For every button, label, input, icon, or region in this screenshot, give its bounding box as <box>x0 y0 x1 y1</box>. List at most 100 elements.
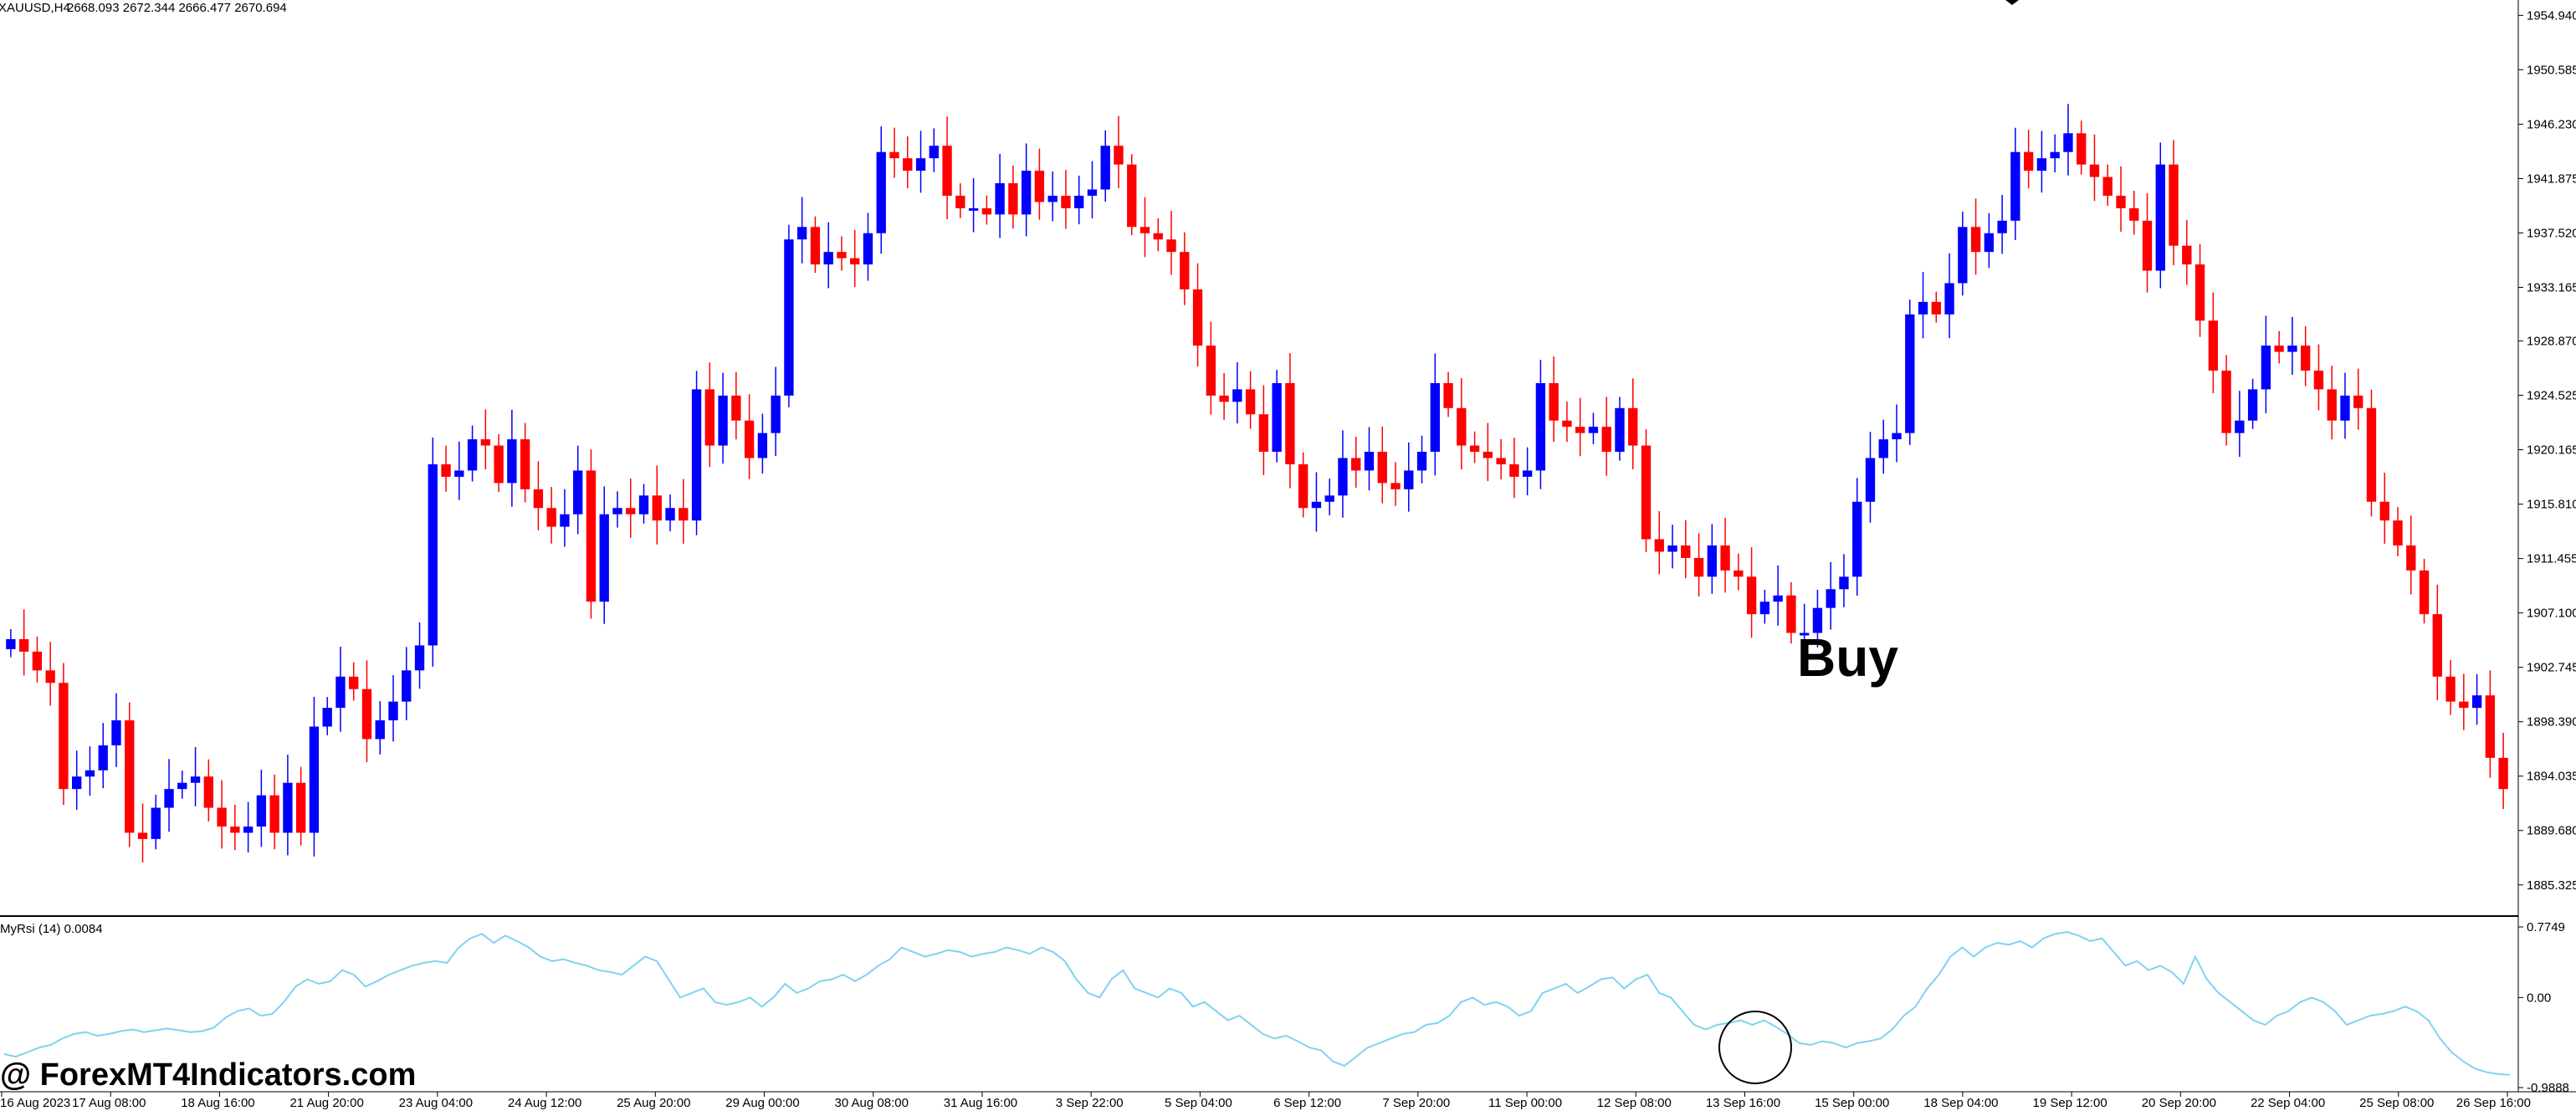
candle-body <box>2471 695 2482 709</box>
candle-body <box>1826 589 1836 608</box>
candle <box>1192 263 1203 367</box>
candle-body <box>1997 220 2007 233</box>
candle <box>1008 165 1018 229</box>
candle <box>1206 321 1216 415</box>
candle-body <box>32 651 43 671</box>
time-tick-label: 11 Sep 00:00 <box>1488 1096 1562 1110</box>
candle <box>1984 212 1995 269</box>
candle <box>586 449 597 619</box>
candle <box>704 362 715 468</box>
candle <box>1707 524 1718 594</box>
candle <box>1522 447 1533 496</box>
price-tick-label: 1907.100 <box>2527 607 2576 621</box>
candle <box>1469 431 1480 463</box>
candle-body <box>85 770 95 777</box>
candle-body <box>402 670 412 702</box>
candle <box>2313 344 2324 411</box>
indicator-tick-label: 0.00 <box>2527 991 2551 1005</box>
candle-body <box>1535 382 1546 471</box>
candle <box>2089 134 2100 202</box>
price-tick-label: 1915.810 <box>2527 498 2576 512</box>
candle <box>1958 211 1968 296</box>
candle <box>1562 402 1572 443</box>
candle <box>1311 472 1322 532</box>
candle-body <box>322 708 332 727</box>
candle <box>349 662 359 701</box>
candle <box>2300 325 2311 387</box>
time-axis: 16 Aug 2023 17 Aug 08:00 18 Aug 16:00 21 Au… <box>0 1092 2531 1110</box>
candle-body <box>494 445 504 484</box>
indicator-tick-label: 0.7749 <box>2527 920 2565 934</box>
candle-body <box>784 239 794 396</box>
candle <box>1575 397 1585 457</box>
candle <box>718 372 728 464</box>
candle-body <box>2063 133 2073 152</box>
candle-body <box>1720 545 1730 571</box>
candle <box>2142 193 2153 293</box>
candle-body <box>652 495 662 521</box>
time-tick-label: 3 Sep 22:00 <box>1056 1096 1124 1110</box>
candle-body <box>1970 227 1981 253</box>
candle-body <box>375 720 385 740</box>
candle <box>771 366 781 457</box>
candle <box>2498 732 2508 810</box>
candle <box>1641 429 1652 552</box>
candle <box>1944 253 1954 339</box>
candle <box>1430 353 1440 476</box>
time-tick-label: 17 Aug 08:00 <box>72 1096 146 1110</box>
candle <box>2129 191 2139 235</box>
candle-body <box>1601 427 1611 453</box>
candle-body <box>1311 501 1322 509</box>
candlestick-series <box>6 104 2508 863</box>
candle <box>1021 143 1032 237</box>
candle-body <box>309 726 320 833</box>
price-tick-label: 1911.455 <box>2527 552 2576 566</box>
candle-body <box>1734 570 1744 577</box>
candle-body <box>1061 195 1071 208</box>
candle-body <box>507 439 517 484</box>
candle-body <box>1258 414 1269 453</box>
candle <box>295 766 306 846</box>
candle-body <box>771 395 781 433</box>
candle <box>2393 507 2403 556</box>
candle-body <box>1892 433 1902 440</box>
candle-body <box>454 470 464 477</box>
candle-body <box>915 158 926 172</box>
candle <box>599 486 609 624</box>
candle-body <box>414 645 425 671</box>
candle <box>335 647 346 732</box>
candle <box>955 183 965 218</box>
candle-body <box>2247 389 2258 421</box>
candle <box>981 195 992 225</box>
candle-body <box>1324 495 1334 502</box>
candle-body <box>190 776 201 783</box>
candle <box>2036 131 2047 193</box>
candle-body <box>45 670 55 683</box>
candle-body <box>1984 233 1995 253</box>
candle <box>32 636 43 683</box>
candle <box>1364 427 1375 491</box>
candle-body <box>441 463 451 477</box>
candle-body <box>1139 227 1150 233</box>
candle-body <box>1641 445 1652 540</box>
candle <box>2261 315 2271 413</box>
candle-body <box>876 151 886 233</box>
candle-body <box>1127 164 1137 228</box>
buy-signal-label: Buy <box>1797 627 1898 688</box>
candle <box>1127 154 1137 236</box>
candle <box>203 759 214 822</box>
candle-body <box>1469 445 1480 453</box>
candle <box>1878 419 1888 474</box>
price-tick-label: 1902.745 <box>2527 661 2576 675</box>
candle-body <box>1905 314 1915 433</box>
candle-body <box>546 508 556 527</box>
candle-body <box>18 638 29 652</box>
candle-body <box>2432 614 2442 677</box>
candle-body <box>2261 346 2271 390</box>
candle <box>2445 659 2456 715</box>
indicator-pane[interactable]: 0.7749 0.00 -0.9888 <box>3 920 2569 1095</box>
candle <box>1338 430 1348 518</box>
candle-body <box>1693 557 1704 577</box>
price-pane[interactable]: 1954.940 1950.585 1946.230 1941.875 1937.520… <box>6 8 2576 893</box>
